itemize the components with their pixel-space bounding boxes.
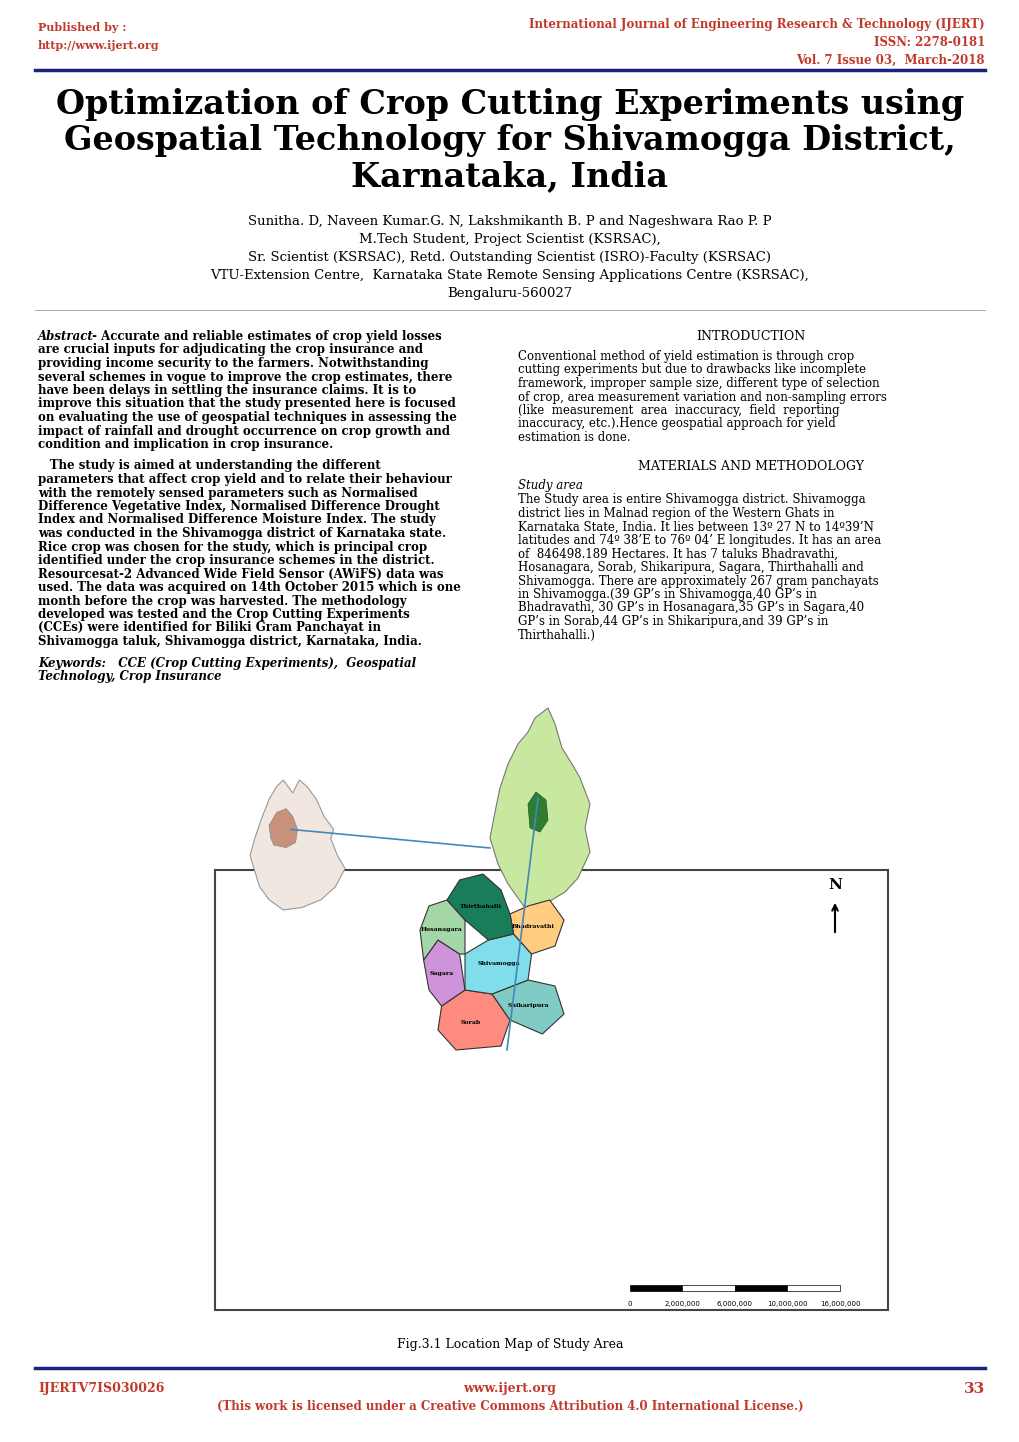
Text: condition and implication in crop insurance.: condition and implication in crop insura… [38, 438, 333, 451]
Text: providing income security to the farmers. Notwithstanding: providing income security to the farmers… [38, 358, 428, 371]
Polygon shape [489, 708, 589, 908]
Text: Fig.3.1 Location Map of Study Area: Fig.3.1 Location Map of Study Area [396, 1338, 623, 1351]
Text: Shivamogga: Shivamogga [478, 962, 520, 966]
Text: district lies in Malnad region of the Western Ghats in: district lies in Malnad region of the We… [518, 508, 834, 521]
Text: Sunitha. D, Naveen Kumar.G. N, Lakshmikanth B. P and Nageshwara Rao P. P: Sunitha. D, Naveen Kumar.G. N, Lakshmika… [248, 215, 771, 228]
Text: (CCEs) were identified for Biliki Gram Panchayat in: (CCEs) were identified for Biliki Gram P… [38, 622, 381, 634]
Polygon shape [510, 900, 564, 955]
Text: INTRODUCTION: INTRODUCTION [696, 330, 805, 343]
Text: Difference Vegetative Index, Normalised Difference Drought: Difference Vegetative Index, Normalised … [38, 500, 439, 513]
Text: Shivamogga taluk, Shivamogga district, Karnataka, India.: Shivamogga taluk, Shivamogga district, K… [38, 634, 422, 647]
Polygon shape [420, 900, 465, 960]
Text: MATERIALS AND METHODOLOGY: MATERIALS AND METHODOLOGY [637, 460, 863, 473]
Text: International Journal of Engineering Research & Technology (IJERT): International Journal of Engineering Res… [529, 17, 984, 30]
Text: are crucial inputs for adjudicating the crop insurance and: are crucial inputs for adjudicating the … [38, 343, 423, 356]
Text: improve this situation that the study presented here is focused: improve this situation that the study pr… [38, 398, 455, 411]
Text: Conventional method of yield estimation is through crop: Conventional method of yield estimation … [518, 350, 854, 363]
Text: parameters that affect crop yield and to relate their behaviour: parameters that affect crop yield and to… [38, 473, 451, 486]
Text: Keywords:   CCE (Crop Cutting Experiments),  Geospatial: Keywords: CCE (Crop Cutting Experiments)… [38, 656, 416, 669]
Text: (like  measurement  area  inaccuracy,  field  reporting: (like measurement area inaccuracy, field… [518, 404, 839, 417]
Text: IJERTV7IS030026: IJERTV7IS030026 [38, 1381, 164, 1394]
Text: (This work is licensed under a Creative Commons Attribution 4.0 International Li: (This work is licensed under a Creative … [216, 1400, 803, 1413]
Text: framework, improper sample size, different type of selection: framework, improper sample size, differe… [518, 376, 878, 389]
Bar [682, 1285, 735, 1291]
Text: Karnataka, India: Karnataka, India [352, 160, 667, 193]
Text: - Accurate and reliable estimates of crop yield losses: - Accurate and reliable estimates of cro… [88, 330, 441, 343]
Text: with the remotely sensed parameters such as Normalised: with the remotely sensed parameters such… [38, 486, 417, 499]
Text: http://www.ijert.org: http://www.ijert.org [38, 40, 159, 50]
Text: ISSN: 2278-0181: ISSN: 2278-0181 [873, 36, 984, 49]
Text: was conducted in the Shivamogga district of Karnataka state.: was conducted in the Shivamogga district… [38, 526, 445, 539]
Text: month before the crop was harvested. The methodology: month before the crop was harvested. The… [38, 594, 407, 607]
Text: on evaluating the use of geospatial techniques in assessing the: on evaluating the use of geospatial tech… [38, 411, 457, 424]
Text: several schemes in vogue to improve the crop estimates, there: several schemes in vogue to improve the … [38, 371, 452, 384]
Text: The study is aimed at understanding the different: The study is aimed at understanding the … [38, 460, 380, 473]
Text: used. The data was acquired on 14th October 2015 which is one: used. The data was acquired on 14th Octo… [38, 581, 461, 594]
Text: VTU-Extension Centre,  Karnataka State Remote Sensing Applications Centre (KSRSA: VTU-Extension Centre, Karnataka State Re… [210, 270, 809, 283]
Text: Karnataka State, India. It lies between 13º 27 N to 14º39’N: Karnataka State, India. It lies between … [518, 521, 873, 534]
Text: of crop, area measurement variation and non-sampling errors: of crop, area measurement variation and … [518, 391, 886, 404]
Text: 2,000,000: 2,000,000 [664, 1301, 700, 1306]
Text: Thirthahalli.): Thirthahalli.) [518, 629, 595, 642]
Text: of  846498.189 Hectares. It has 7 taluks Bhadravathi,: of 846498.189 Hectares. It has 7 taluks … [518, 548, 838, 561]
Text: Bhadravathi, 30 GP’s in Hosanagara,35 GP’s in Sagara,40: Bhadravathi, 30 GP’s in Hosanagara,35 GP… [518, 601, 863, 614]
Polygon shape [528, 792, 547, 832]
Bar [735, 1285, 787, 1291]
Text: have been delays in settling the insurance claims. It is to: have been delays in settling the insuran… [38, 384, 416, 397]
Text: Sr. Scientist (KSRSAC), Retd. Outstanding Scientist (ISRO)-Faculty (KSRSAC): Sr. Scientist (KSRSAC), Retd. Outstandin… [249, 251, 770, 264]
Polygon shape [437, 991, 510, 1050]
Text: Technology, Crop Insurance: Technology, Crop Insurance [38, 671, 221, 684]
Text: Geospatial Technology for Shivamogga District,: Geospatial Technology for Shivamogga Dis… [64, 124, 955, 157]
Text: The Study area is entire Shivamogga district. Shivamogga: The Study area is entire Shivamogga dist… [518, 493, 865, 506]
Text: Hosanagara: Hosanagara [420, 927, 462, 933]
Text: 6,000,000: 6,000,000 [716, 1301, 752, 1306]
Text: Bhadravathi: Bhadravathi [512, 923, 554, 929]
Text: 10,000,000: 10,000,000 [766, 1301, 807, 1306]
Text: Bengaluru-560027: Bengaluru-560027 [447, 287, 572, 300]
Text: www.ijert.org: www.ijert.org [463, 1381, 556, 1394]
Bar [215, 870, 888, 1309]
Text: impact of rainfall and drought occurrence on crop growth and: impact of rainfall and drought occurrenc… [38, 424, 449, 437]
Text: Resourcesat-2 Advanced Wide Field Sensor (AWiFS) data was: Resourcesat-2 Advanced Wide Field Sensor… [38, 568, 443, 581]
Text: Abstract: Abstract [38, 330, 94, 343]
Text: Rice crop was chosen for the study, which is principal crop: Rice crop was chosen for the study, whic… [38, 541, 427, 554]
Polygon shape [491, 981, 564, 1034]
Text: Sorab: Sorab [460, 1019, 480, 1024]
Text: developed was tested and the Crop Cutting Experiments: developed was tested and the Crop Cuttin… [38, 609, 410, 622]
Text: Vol. 7 Issue 03,  March-2018: Vol. 7 Issue 03, March-2018 [796, 53, 984, 66]
Text: 33: 33 [963, 1381, 984, 1396]
Text: in Shivamogga.(39 GP’s in Shivamogga,40 GP’s in: in Shivamogga.(39 GP’s in Shivamogga,40 … [518, 588, 816, 601]
Polygon shape [423, 940, 465, 1007]
Polygon shape [250, 780, 344, 910]
Text: estimation is done.: estimation is done. [518, 431, 630, 444]
Text: 0: 0 [627, 1301, 632, 1306]
Text: Study area: Study area [518, 479, 582, 492]
Text: Optimization of Crop Cutting Experiments using: Optimization of Crop Cutting Experiments… [56, 88, 963, 121]
Text: Index and Normalised Difference Moisture Index. The study: Index and Normalised Difference Moisture… [38, 513, 435, 526]
Polygon shape [465, 934, 531, 994]
Text: N: N [827, 878, 841, 893]
Text: Shikaripura: Shikaripura [506, 1004, 548, 1008]
Text: Shivamogga. There are approximately 267 gram panchayats: Shivamogga. There are approximately 267 … [518, 574, 878, 587]
Text: Published by :: Published by : [38, 22, 126, 33]
Bar [630, 1285, 682, 1291]
Text: Hosanagara, Sorab, Shikaripura, Sagara, Thirthahalli and: Hosanagara, Sorab, Shikaripura, Sagara, … [518, 561, 863, 574]
Text: latitudes and 74º 38’E to 76º 04’ E longitudes. It has an area: latitudes and 74º 38’E to 76º 04’ E long… [518, 534, 880, 547]
Text: M.Tech Student, Project Scientist (KSRSAC),: M.Tech Student, Project Scientist (KSRSA… [359, 234, 660, 247]
Text: inaccuracy, etc.).Hence geospatial approach for yield: inaccuracy, etc.).Hence geospatial appro… [518, 418, 835, 431]
Text: GP’s in Sorab,44 GP’s in Shikaripura,and 39 GP’s in: GP’s in Sorab,44 GP’s in Shikaripura,and… [518, 614, 827, 629]
Text: 16,000,000: 16,000,000 [819, 1301, 859, 1306]
Text: cutting experiments but due to drawbacks like incomplete: cutting experiments but due to drawbacks… [518, 363, 865, 376]
Bar [787, 1285, 840, 1291]
Text: Sagara: Sagara [429, 972, 453, 976]
Text: Thirthahalli: Thirthahalli [460, 904, 501, 908]
Text: identified under the crop insurance schemes in the district.: identified under the crop insurance sche… [38, 554, 434, 567]
Polygon shape [269, 809, 298, 848]
Polygon shape [446, 874, 514, 940]
